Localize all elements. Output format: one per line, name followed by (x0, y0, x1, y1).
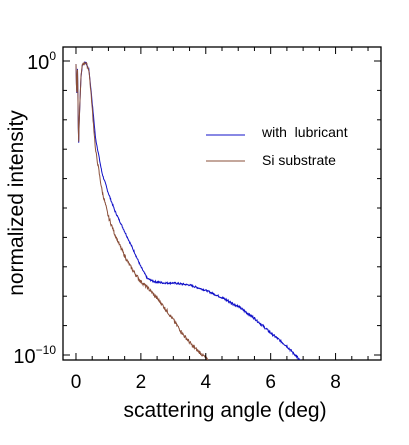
x-tick-label: 4 (200, 372, 211, 393)
plot-frame (62, 46, 382, 361)
y-tick-label: 10−10 (13, 343, 56, 368)
x-tick-label: 6 (265, 372, 276, 393)
series-line-si-substrate (75, 61, 209, 360)
series-layer (75, 61, 302, 360)
x-tick-label: 8 (330, 372, 341, 393)
y-tick-label: 100 (27, 49, 56, 74)
series-line-with-lubricant (75, 61, 302, 360)
legend: with lubricant Si substrate (206, 124, 348, 168)
x-tick-label: 0 (71, 372, 82, 393)
y-axis-title: normalized intensity (5, 110, 28, 296)
ticks-layer: 0 2 4 6 8 100 10−10 (13, 47, 381, 393)
legend-label-si-substrate: Si substrate (262, 152, 336, 168)
x-tick-label: 2 (136, 372, 147, 393)
legend-label-with-lubricant: with lubricant (261, 124, 348, 140)
x-axis-title: scattering angle (deg) (123, 399, 326, 422)
